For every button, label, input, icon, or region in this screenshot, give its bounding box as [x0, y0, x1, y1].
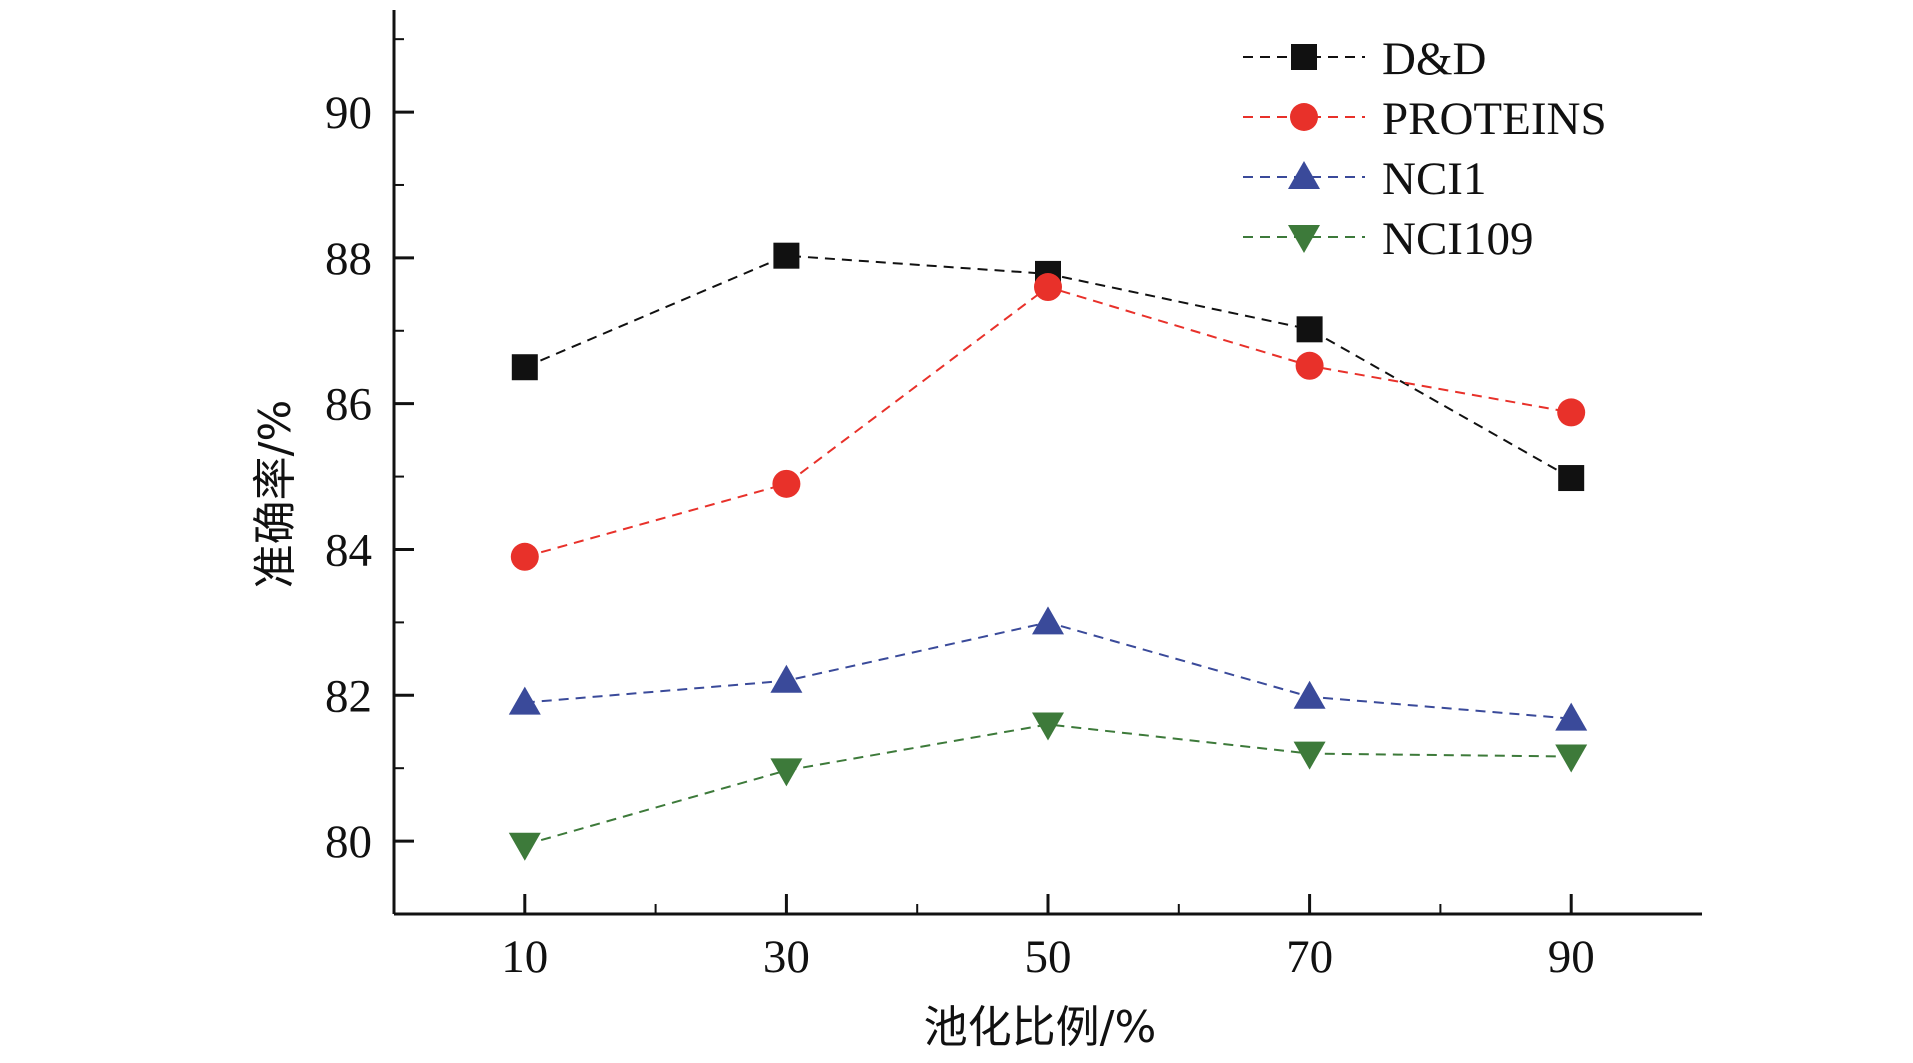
legend-marker: [1288, 161, 1320, 189]
series-nci1: [508, 606, 1588, 731]
legend-marker: [1288, 225, 1320, 253]
legend-label: NCI109: [1382, 213, 1533, 265]
y-ticks: 80 82 84 86 88 90: [325, 38, 414, 915]
data-point: [1296, 316, 1323, 343]
data-point: [1293, 680, 1326, 709]
y-tick-label: 90: [325, 87, 372, 139]
y-tick-label: 80: [325, 816, 372, 868]
x-tick-label: 70: [1286, 931, 1333, 983]
data-point: [508, 686, 541, 715]
y-tick-label: 88: [325, 233, 372, 285]
data-point: [1293, 741, 1326, 770]
legend-label: NCI1: [1382, 153, 1486, 205]
data-point: [508, 832, 541, 861]
series-nci109: [508, 712, 1588, 861]
y-axis-title: 准确率/%: [250, 400, 301, 589]
series-layer: [508, 242, 1588, 861]
data-point: [1557, 398, 1586, 427]
legend-marker: [1290, 103, 1318, 131]
data-point: [511, 354, 538, 381]
x-ticks: 10 30 50 70 90: [501, 894, 1595, 983]
data-point: [1034, 273, 1062, 302]
y-tick-label: 84: [325, 524, 372, 576]
legend-marker: [1291, 44, 1317, 70]
x-tick-label: 90: [1548, 931, 1595, 983]
series-line: [524, 723, 1572, 846]
data-point: [1558, 465, 1585, 492]
data-point: [1032, 606, 1064, 635]
data-point: [770, 758, 803, 787]
legend-label: D&D: [1382, 33, 1486, 85]
data-point: [1555, 744, 1588, 773]
data-point: [1555, 702, 1588, 731]
data-point: [772, 469, 801, 498]
legend-item: PROTEINS: [1243, 93, 1607, 145]
data-point: [510, 542, 539, 571]
data-point: [773, 242, 800, 269]
series-line: [524, 285, 1572, 558]
legend-item: NCI109: [1243, 213, 1533, 265]
x-tick-label: 10: [501, 931, 548, 983]
legend-item: D&D: [1243, 33, 1486, 85]
axes: [392, 10, 1702, 916]
series-line: [524, 621, 1572, 720]
data-point: [1032, 712, 1064, 741]
data-point: [1295, 351, 1324, 380]
legend-label: PROTEINS: [1382, 93, 1607, 145]
x-tick-label: 50: [1025, 931, 1072, 983]
series-proteins: [510, 273, 1586, 571]
legend: D&D PROTEINS NCI1 NCI109: [1243, 33, 1607, 265]
data-point: [770, 664, 803, 693]
x-tick-label: 30: [763, 931, 810, 983]
legend-item: NCI1: [1243, 153, 1486, 205]
y-tick-label: 86: [325, 379, 372, 431]
y-tick-label: 82: [325, 670, 372, 722]
x-axis-title: 池化比例/%: [924, 1002, 1157, 1053]
